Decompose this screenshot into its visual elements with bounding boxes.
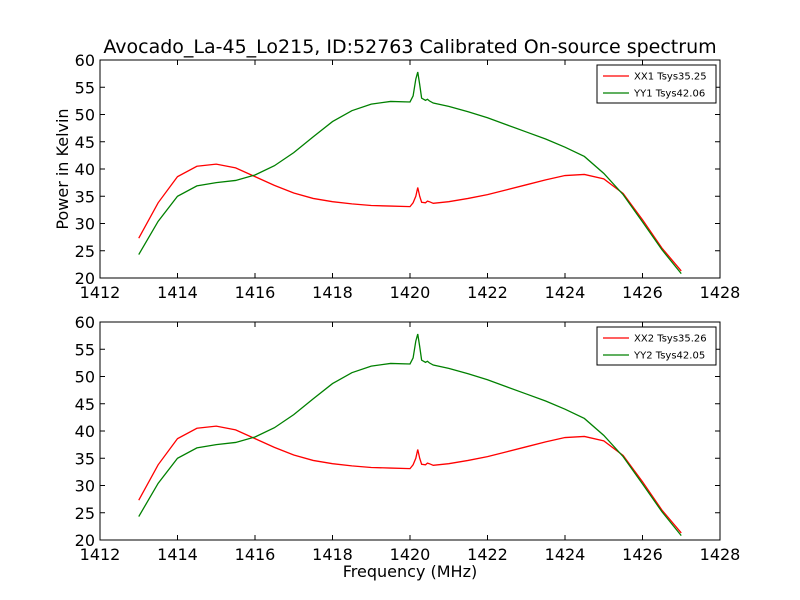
series-line-yy2 — [138, 333, 682, 537]
y-tick-label: 45 — [75, 395, 95, 414]
x-tick-label: 1426 — [622, 545, 663, 564]
y-tick-label: 40 — [75, 160, 95, 179]
y-tick-label: 50 — [75, 106, 95, 125]
y-tick-label: 35 — [75, 187, 95, 206]
x-tick-label: 1420 — [390, 545, 431, 564]
x-tick-label: 1422 — [467, 545, 508, 564]
top-plot-panel: 1412 1414 1416 1418 1420 1422 1424 1426 1428 20 25… — [53, 51, 740, 302]
x-tick-label: 1414 — [157, 545, 198, 564]
legend: XX1 Tsys35.25 YY1 Tsys42.06 — [596, 64, 717, 104]
legend-entry: XX2 Tsys35.26 — [634, 334, 707, 345]
legend-entry: YY1 Tsys42.06 — [633, 89, 705, 100]
x-tick-label: 1428 — [700, 283, 741, 302]
y-tick-label: 30 — [75, 215, 95, 234]
x-axis-label: Frequency (MHz) — [343, 562, 477, 581]
legend-box — [596, 326, 717, 366]
x-tick-label: 1412 — [80, 545, 121, 564]
x-tick-label: 1414 — [157, 283, 198, 302]
y-tick-label: 25 — [75, 242, 95, 261]
series-line-xx2 — [138, 425, 682, 534]
x-tick-label: 1418 — [312, 545, 353, 564]
x-tick-label: 1424 — [545, 545, 586, 564]
legend-box — [596, 64, 717, 104]
y-tick-label: 25 — [75, 504, 95, 523]
series-line-xx1 — [138, 163, 682, 272]
chart-title: Avocado_La-45_Lo215, ID:52763 Calibrated… — [103, 36, 716, 58]
legend: XX2 Tsys35.26 YY2 Tsys42.05 — [596, 326, 717, 366]
y-tick-label: 50 — [75, 368, 95, 387]
y-tick-label: 55 — [75, 78, 95, 97]
series-line-yy1 — [138, 71, 682, 275]
y-tick-label: 45 — [75, 133, 95, 152]
y-axis-label: Power in Kelvin — [53, 108, 72, 229]
y-tick-label: 55 — [75, 340, 95, 359]
x-tick-label: 1422 — [467, 283, 508, 302]
x-tick-label: 1428 — [700, 545, 741, 564]
x-tick-label: 1420 — [390, 283, 431, 302]
x-tick-label: 1412 — [80, 283, 121, 302]
y-tick-label: 60 — [75, 51, 95, 70]
legend-entry: YY2 Tsys42.05 — [633, 351, 705, 362]
y-tick-label: 30 — [75, 477, 95, 496]
x-tick-label: 1418 — [312, 283, 353, 302]
y-tick-label: 40 — [75, 422, 95, 441]
y-tick-label: 20 — [75, 531, 95, 550]
x-tick-label: 1416 — [235, 545, 276, 564]
bottom-plot-panel: 1412 1414 1416 1418 1420 1422 1424 1426 1428 20 25… — [75, 313, 741, 581]
x-tick-label: 1416 — [235, 283, 276, 302]
y-tick-label: 60 — [75, 313, 95, 332]
y-tick-label: 35 — [75, 449, 95, 468]
legend-entry: XX1 Tsys35.25 — [634, 72, 707, 83]
y-tick-label: 20 — [75, 269, 95, 288]
x-tick-label: 1424 — [545, 283, 586, 302]
x-tick-label: 1426 — [622, 283, 663, 302]
